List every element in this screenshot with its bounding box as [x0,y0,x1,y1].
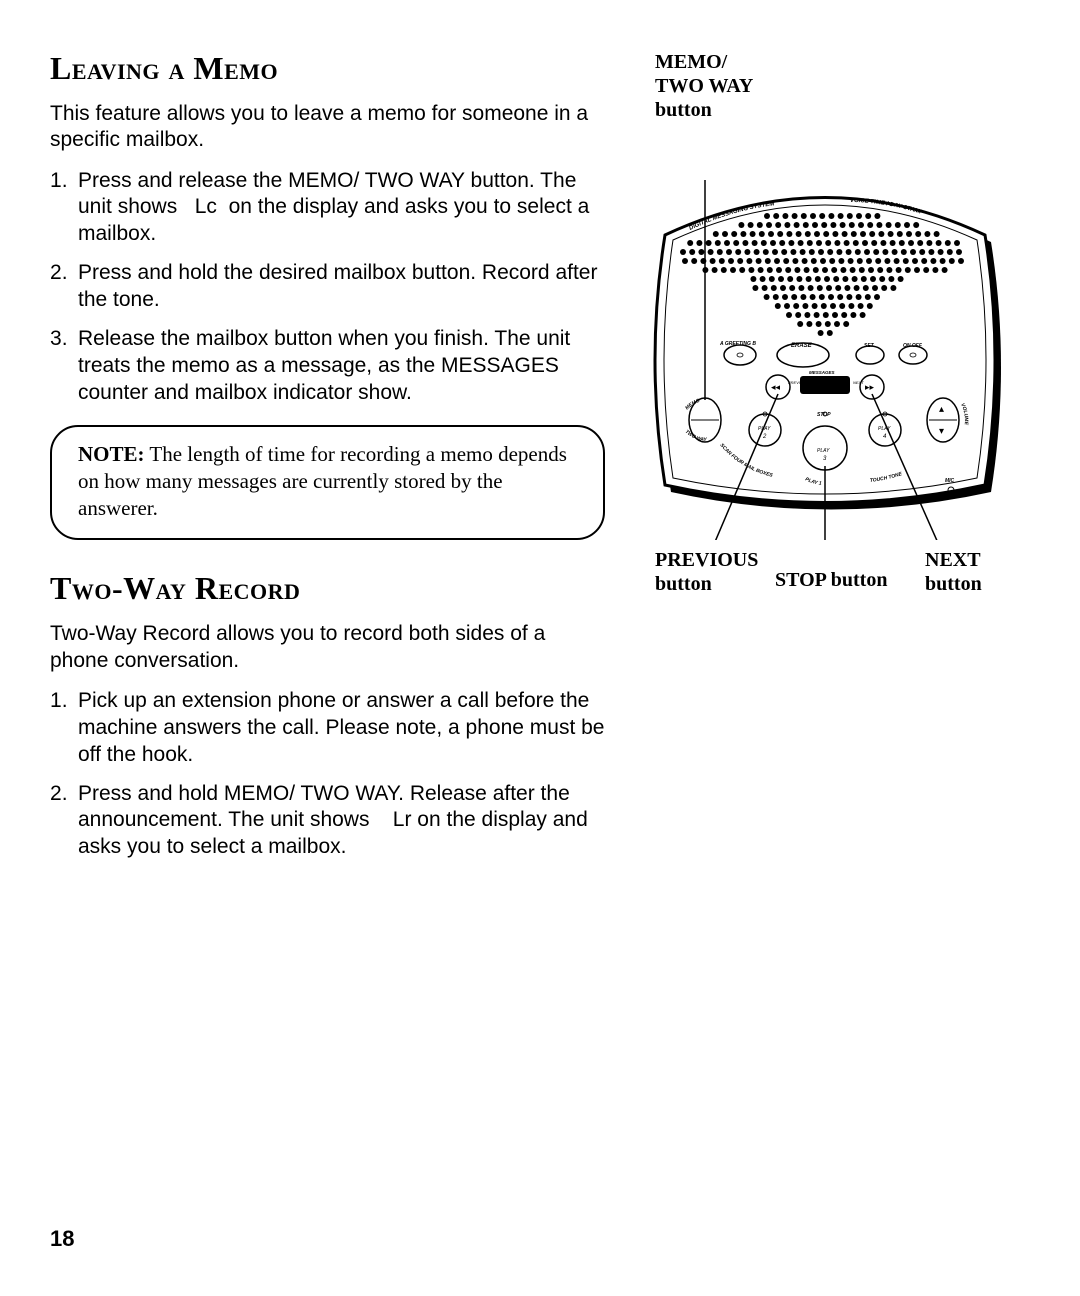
left-column: Leaving a Memo This feature allows you t… [50,50,605,879]
section1-steps: Press and release the MEMO/ TWO WAY butt… [50,168,605,407]
svg-text:NEXT: NEXT [853,380,864,385]
svg-text:PREVIOUS: PREVIOUS [788,380,809,385]
svg-text:SET: SET [864,343,875,349]
svg-text:MIC: MIC [945,478,955,484]
svg-text:ON OFF: ON OFF [903,343,923,349]
device-illustration: DIGITAL MESSAGING SYSTEM VOICE TIME / DA… [645,180,1005,540]
svg-text:2: 2 [762,434,767,440]
note-box: NOTE: The length of time for recording a… [50,425,605,541]
section2-steps: Pick up an extension phone or answer a c… [50,688,605,861]
section-title-two-way: Two-Way Record [50,570,605,607]
svg-text:STOP: STOP [817,412,831,418]
svg-text:▸▸: ▸▸ [865,382,875,392]
section1-intro: This feature allows you to leave a memo … [50,101,605,154]
callout-memo: MEMO/ TWO WAY button [655,50,753,122]
svg-text:▾: ▾ [939,426,944,437]
svg-text:A GREETING B: A GREETING B [719,341,756,347]
svg-text:PLAY: PLAY [817,448,830,454]
svg-text:◂◂: ◂◂ [771,382,781,392]
callout-next: NEXT button [925,548,982,596]
section1-step: Release the mailbox button when you fini… [50,326,605,407]
page-number: 18 [50,1226,74,1252]
svg-text:ERASE: ERASE [791,343,813,349]
svg-text:▴: ▴ [939,404,944,415]
section2-step: Pick up an extension phone or answer a c… [50,688,605,769]
section2-intro: Two-Way Record allows you to record both… [50,621,605,674]
callout-stop: STOP button [775,568,887,592]
section-title-leaving-memo: Leaving a Memo [50,50,605,87]
section1-step: Press and hold the desired mailbox butto… [50,260,605,314]
note-label: NOTE: [78,442,145,466]
callout-previous: PREVIOUS button [655,548,758,596]
section1-step: Press and release the MEMO/ TWO WAY butt… [50,168,605,249]
svg-text:MESSAGES: MESSAGES [809,370,835,375]
section2-step: Press and hold MEMO/ TWO WAY. Release af… [50,781,605,862]
note-text: NOTE: The length of time for recording a… [78,441,577,523]
right-column: MEMO/ TWO WAY button DIGITAL MESSAGING S… [625,50,1025,879]
